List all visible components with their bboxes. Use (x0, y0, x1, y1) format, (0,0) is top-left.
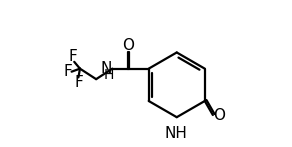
Text: O: O (213, 107, 225, 122)
Text: N: N (100, 61, 112, 76)
Text: F: F (69, 50, 77, 65)
Text: F: F (63, 64, 72, 79)
Text: H: H (104, 68, 114, 82)
Text: F: F (75, 75, 84, 90)
Text: NH: NH (164, 126, 187, 141)
Text: O: O (122, 38, 134, 53)
